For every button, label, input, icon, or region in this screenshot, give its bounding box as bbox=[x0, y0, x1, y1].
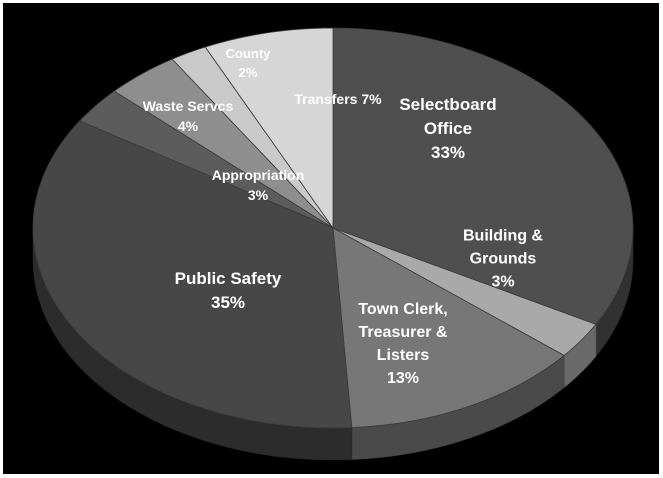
pie-slices bbox=[32, 27, 634, 429]
slice-label-line: 3% bbox=[248, 187, 269, 203]
slice-label-transfers-7: Transfers 7% bbox=[294, 91, 382, 107]
pie-labels: Selectboard Office 33% Building & Grounds 3% T… bbox=[143, 46, 544, 387]
slice-label-line: Listers bbox=[377, 347, 430, 364]
slice-label-line: Public Safety bbox=[175, 269, 282, 288]
slice-label-line: Office bbox=[424, 119, 472, 138]
slice-label-selectboard: Selectboard Office 33% bbox=[399, 95, 496, 162]
slice-label-line: 3% bbox=[491, 274, 514, 291]
chart-frame: Selectboard Office 33% Building & Grounds 3% T… bbox=[3, 3, 659, 474]
slice-label-line: Waste Servcs bbox=[143, 98, 234, 114]
slice-label-public-safety: Public Safety 35% bbox=[175, 269, 282, 312]
slice-label-line: 2% bbox=[239, 65, 258, 80]
slice-label-waste-servcs: Waste Servcs 4% bbox=[143, 98, 234, 134]
pie-slice-town-clerk bbox=[332, 227, 565, 429]
pie-slice-public-safety bbox=[32, 120, 353, 429]
slice-label-line: Transfers 7% bbox=[294, 91, 382, 107]
slice-label-building: Building & Grounds 3% bbox=[463, 228, 543, 291]
slice-label-line: County bbox=[226, 46, 272, 61]
pie-slice-selectboard bbox=[332, 27, 634, 325]
slice-label-line: 13% bbox=[387, 370, 419, 387]
slice-label-line: Treasurer & bbox=[359, 324, 448, 341]
slice-label-line: Selectboard bbox=[399, 95, 496, 114]
slice-label-line: Appropriation bbox=[212, 167, 305, 183]
pie-slice-transfers-7 bbox=[204, 27, 334, 230]
slice-label-county: County 2% bbox=[226, 46, 272, 80]
slice-label-line: Grounds bbox=[470, 251, 537, 268]
slice-label-appropriation: Appropriation 3% bbox=[212, 167, 305, 203]
slice-label-line: Building & bbox=[463, 228, 543, 245]
slice-label-line: Town Clerk, bbox=[358, 301, 448, 318]
pie-chart: Selectboard Office 33% Building & Grounds 3% T… bbox=[32, 27, 634, 461]
slice-label-line: 4% bbox=[178, 118, 199, 134]
slice-label-line: 33% bbox=[431, 143, 465, 162]
slice-label-line: 35% bbox=[211, 293, 245, 312]
slice-label-town-clerk: Town Clerk, Treasurer & Listers 13% bbox=[358, 301, 448, 387]
